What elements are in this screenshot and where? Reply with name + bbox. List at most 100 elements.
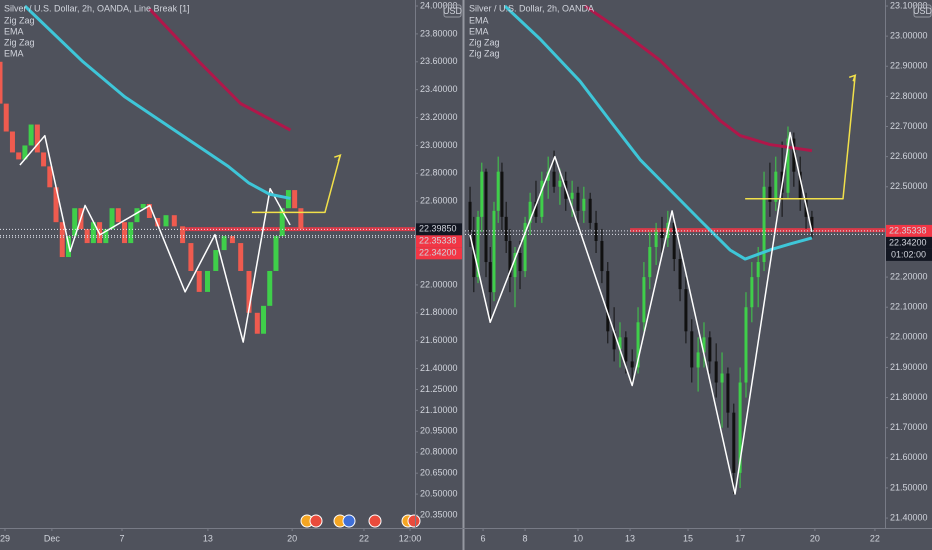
candle-body (630, 361, 634, 368)
y-tick-label: 20.65000 (420, 468, 458, 478)
candle-body (163, 215, 169, 227)
candle-body (261, 305, 267, 334)
chart-title: Silver / U.S. Dollar, 2h, OANDA (469, 3, 594, 13)
zigzag-line (745, 75, 856, 200)
candle-body (624, 337, 628, 362)
candle-body (47, 166, 53, 188)
y-tick-label: 23.80000 (420, 28, 458, 38)
currency: USD (443, 6, 463, 16)
y-tick-label: 21.60000 (420, 335, 458, 345)
zigzag-line (251, 155, 342, 214)
candle-body (600, 240, 604, 272)
y-tick-label: 20.50000 (420, 488, 458, 498)
candle-body (484, 171, 488, 263)
x-tick-label: 20 (810, 533, 820, 543)
price-label-box (886, 224, 932, 237)
candle-body (714, 361, 718, 383)
candle-body (205, 270, 210, 292)
candle-body (570, 192, 574, 199)
y-tick-label: 22.50000 (890, 181, 928, 191)
candle-body (672, 222, 676, 260)
ema-line (503, 4, 813, 261)
candle-body (59, 222, 65, 258)
candle-body (702, 337, 706, 353)
x-tick-label: 13 (625, 533, 635, 543)
y-tick-label: 22.10000 (890, 302, 928, 312)
candle-body (213, 250, 219, 271)
candle-body (140, 204, 146, 209)
candle-body (492, 210, 496, 293)
candle-body (122, 222, 127, 244)
candle-body (642, 277, 646, 323)
y-tick-label: 22.60000 (420, 196, 458, 206)
candle-body (726, 373, 730, 413)
price-label: 22.35338 (419, 236, 457, 246)
candle-body (756, 262, 760, 278)
y-tick-label: 21.50000 (890, 482, 928, 492)
x-tick-label: 10 (573, 533, 583, 543)
candle-body (606, 271, 610, 332)
candle-body (612, 331, 616, 350)
legend-entry: EMA (469, 26, 489, 36)
y-tick-label: 20.80000 (420, 447, 458, 457)
candle-body (279, 208, 285, 237)
candle-body (22, 145, 28, 160)
legend-entry: Zig Zag (4, 37, 35, 47)
y-tick-label: 21.70000 (890, 422, 928, 432)
ema-line (23, 4, 291, 200)
legend-entry: Zig Zag (469, 37, 500, 47)
candle-body (188, 243, 194, 271)
countdown-box (886, 248, 932, 261)
y-tick-label: 21.40000 (420, 363, 458, 373)
candle-body (488, 262, 492, 293)
candle-body (90, 222, 96, 244)
x-tick-label: 17 (735, 533, 745, 543)
candle-body (109, 208, 115, 230)
candle-body (196, 270, 202, 292)
candle-body (16, 152, 22, 160)
candle-body (588, 198, 592, 223)
zigzag-line (469, 131, 813, 495)
candle-body (654, 231, 658, 247)
candle-body (146, 204, 152, 218)
y-tick-label: 21.25000 (420, 384, 458, 394)
candle-body (762, 186, 766, 263)
candle-body (0, 61, 3, 104)
arrow-head (334, 154, 342, 162)
y-tick-label: 22.80000 (420, 168, 458, 178)
price-label-box (886, 236, 932, 249)
candle-body (738, 382, 742, 473)
price-label-box (416, 223, 462, 236)
candle-body (792, 138, 796, 172)
candle-body (594, 222, 598, 241)
candle-body (229, 236, 235, 244)
candle-body (684, 289, 688, 332)
candle-body (720, 373, 724, 383)
candle-body (810, 216, 814, 232)
event-icon (407, 514, 421, 528)
x-tick-label: 7 (120, 533, 125, 543)
x-tick-label: 22 (870, 533, 880, 543)
price-label: 22.34200 (419, 248, 457, 258)
candle-body (267, 270, 273, 306)
candle-body (513, 253, 517, 278)
candle-body (72, 208, 78, 237)
y-tick-label: 22.00000 (420, 279, 458, 289)
x-tick-label: 12:00 (399, 533, 422, 543)
y-tick-label: 21.80000 (890, 392, 928, 402)
y-tick-label: 23.10000 (890, 0, 928, 10)
candle-body (768, 186, 772, 202)
candle-body (508, 240, 512, 278)
price-label: 22.35338 (889, 225, 927, 235)
x-tick-label: Dec (44, 533, 61, 543)
price-panel: 24.00000 23.80000 23.60000 23.40000 23.20000… (0, 0, 462, 543)
price-panel: 23.10000 23.00000 22.90000 22.80000 22.70000… (465, 0, 932, 543)
candle-body (558, 180, 562, 187)
countdown: 01:02:00 (891, 249, 926, 259)
candle-body (798, 171, 802, 199)
y-tick-label: 22.60000 (890, 151, 928, 161)
x-tick-label: 22 (359, 533, 369, 543)
price-label-box (416, 247, 462, 260)
